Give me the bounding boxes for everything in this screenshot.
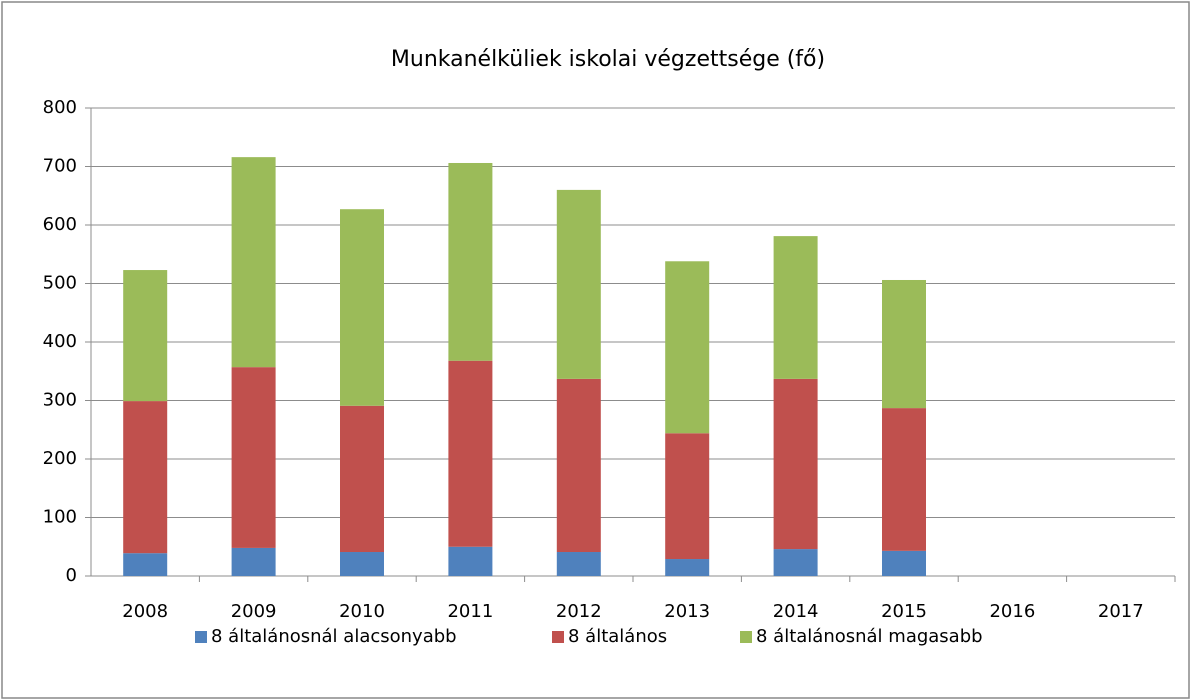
bar-segment bbox=[556, 189, 601, 379]
bar-segment bbox=[340, 209, 384, 406]
x-tick-label: 2009 bbox=[231, 601, 277, 622]
bar-segment bbox=[231, 547, 276, 576]
y-tick-label: 100 bbox=[43, 507, 77, 528]
bar-segment bbox=[665, 261, 710, 434]
y-tick-label: 200 bbox=[43, 448, 77, 469]
bar-segment bbox=[123, 401, 168, 554]
x-tick-label: 2016 bbox=[989, 601, 1035, 622]
bar-segment bbox=[882, 279, 926, 409]
y-tick-label: 0 bbox=[66, 565, 77, 586]
bar-segment bbox=[123, 553, 168, 576]
x-tick-label: 2008 bbox=[122, 601, 168, 622]
bar-segment bbox=[882, 550, 926, 576]
chart-title: Munkanélküliek iskolai végzettsége (fő) bbox=[391, 47, 825, 72]
bar-segment bbox=[340, 405, 384, 553]
x-tick-label: 2017 bbox=[1098, 601, 1144, 622]
y-tick-label: 500 bbox=[43, 273, 77, 294]
x-tick-label: 2015 bbox=[881, 601, 927, 622]
legend-label: 8 általánosnál magasabb bbox=[756, 626, 983, 647]
bar-segment bbox=[665, 559, 710, 576]
bar-segment bbox=[882, 408, 926, 551]
bar-segment bbox=[665, 433, 710, 560]
x-tick-label: 2013 bbox=[664, 601, 710, 622]
y-tick-label: 600 bbox=[43, 214, 77, 235]
bar-segment bbox=[773, 236, 818, 379]
bar-segment bbox=[556, 378, 601, 553]
x-tick-label: 2010 bbox=[339, 601, 385, 622]
legend-label: 8 általánosnál alacsonyabb bbox=[211, 626, 457, 647]
legend-swatch bbox=[740, 631, 752, 643]
bar-segment bbox=[231, 367, 276, 548]
y-tick-label: 400 bbox=[43, 331, 77, 352]
bar-segment bbox=[231, 157, 276, 368]
bar-segment bbox=[556, 552, 601, 576]
x-tick-label: 2012 bbox=[556, 601, 602, 622]
x-tick-label: 2014 bbox=[773, 601, 819, 622]
bar-segment bbox=[448, 162, 493, 361]
bar-segment bbox=[773, 549, 818, 576]
bar-segment bbox=[340, 552, 384, 576]
bar-segment bbox=[448, 360, 493, 547]
legend-label: 8 általános bbox=[568, 626, 667, 647]
bar-segment bbox=[773, 378, 818, 550]
legend-swatch bbox=[195, 631, 207, 643]
legend-swatch bbox=[552, 631, 564, 643]
bar-segment bbox=[123, 270, 168, 402]
y-tick-label: 800 bbox=[43, 97, 77, 118]
y-tick-label: 700 bbox=[43, 156, 77, 177]
y-tick-label: 300 bbox=[43, 390, 77, 411]
x-tick-label: 2011 bbox=[447, 601, 493, 622]
bar-segment bbox=[448, 546, 493, 576]
